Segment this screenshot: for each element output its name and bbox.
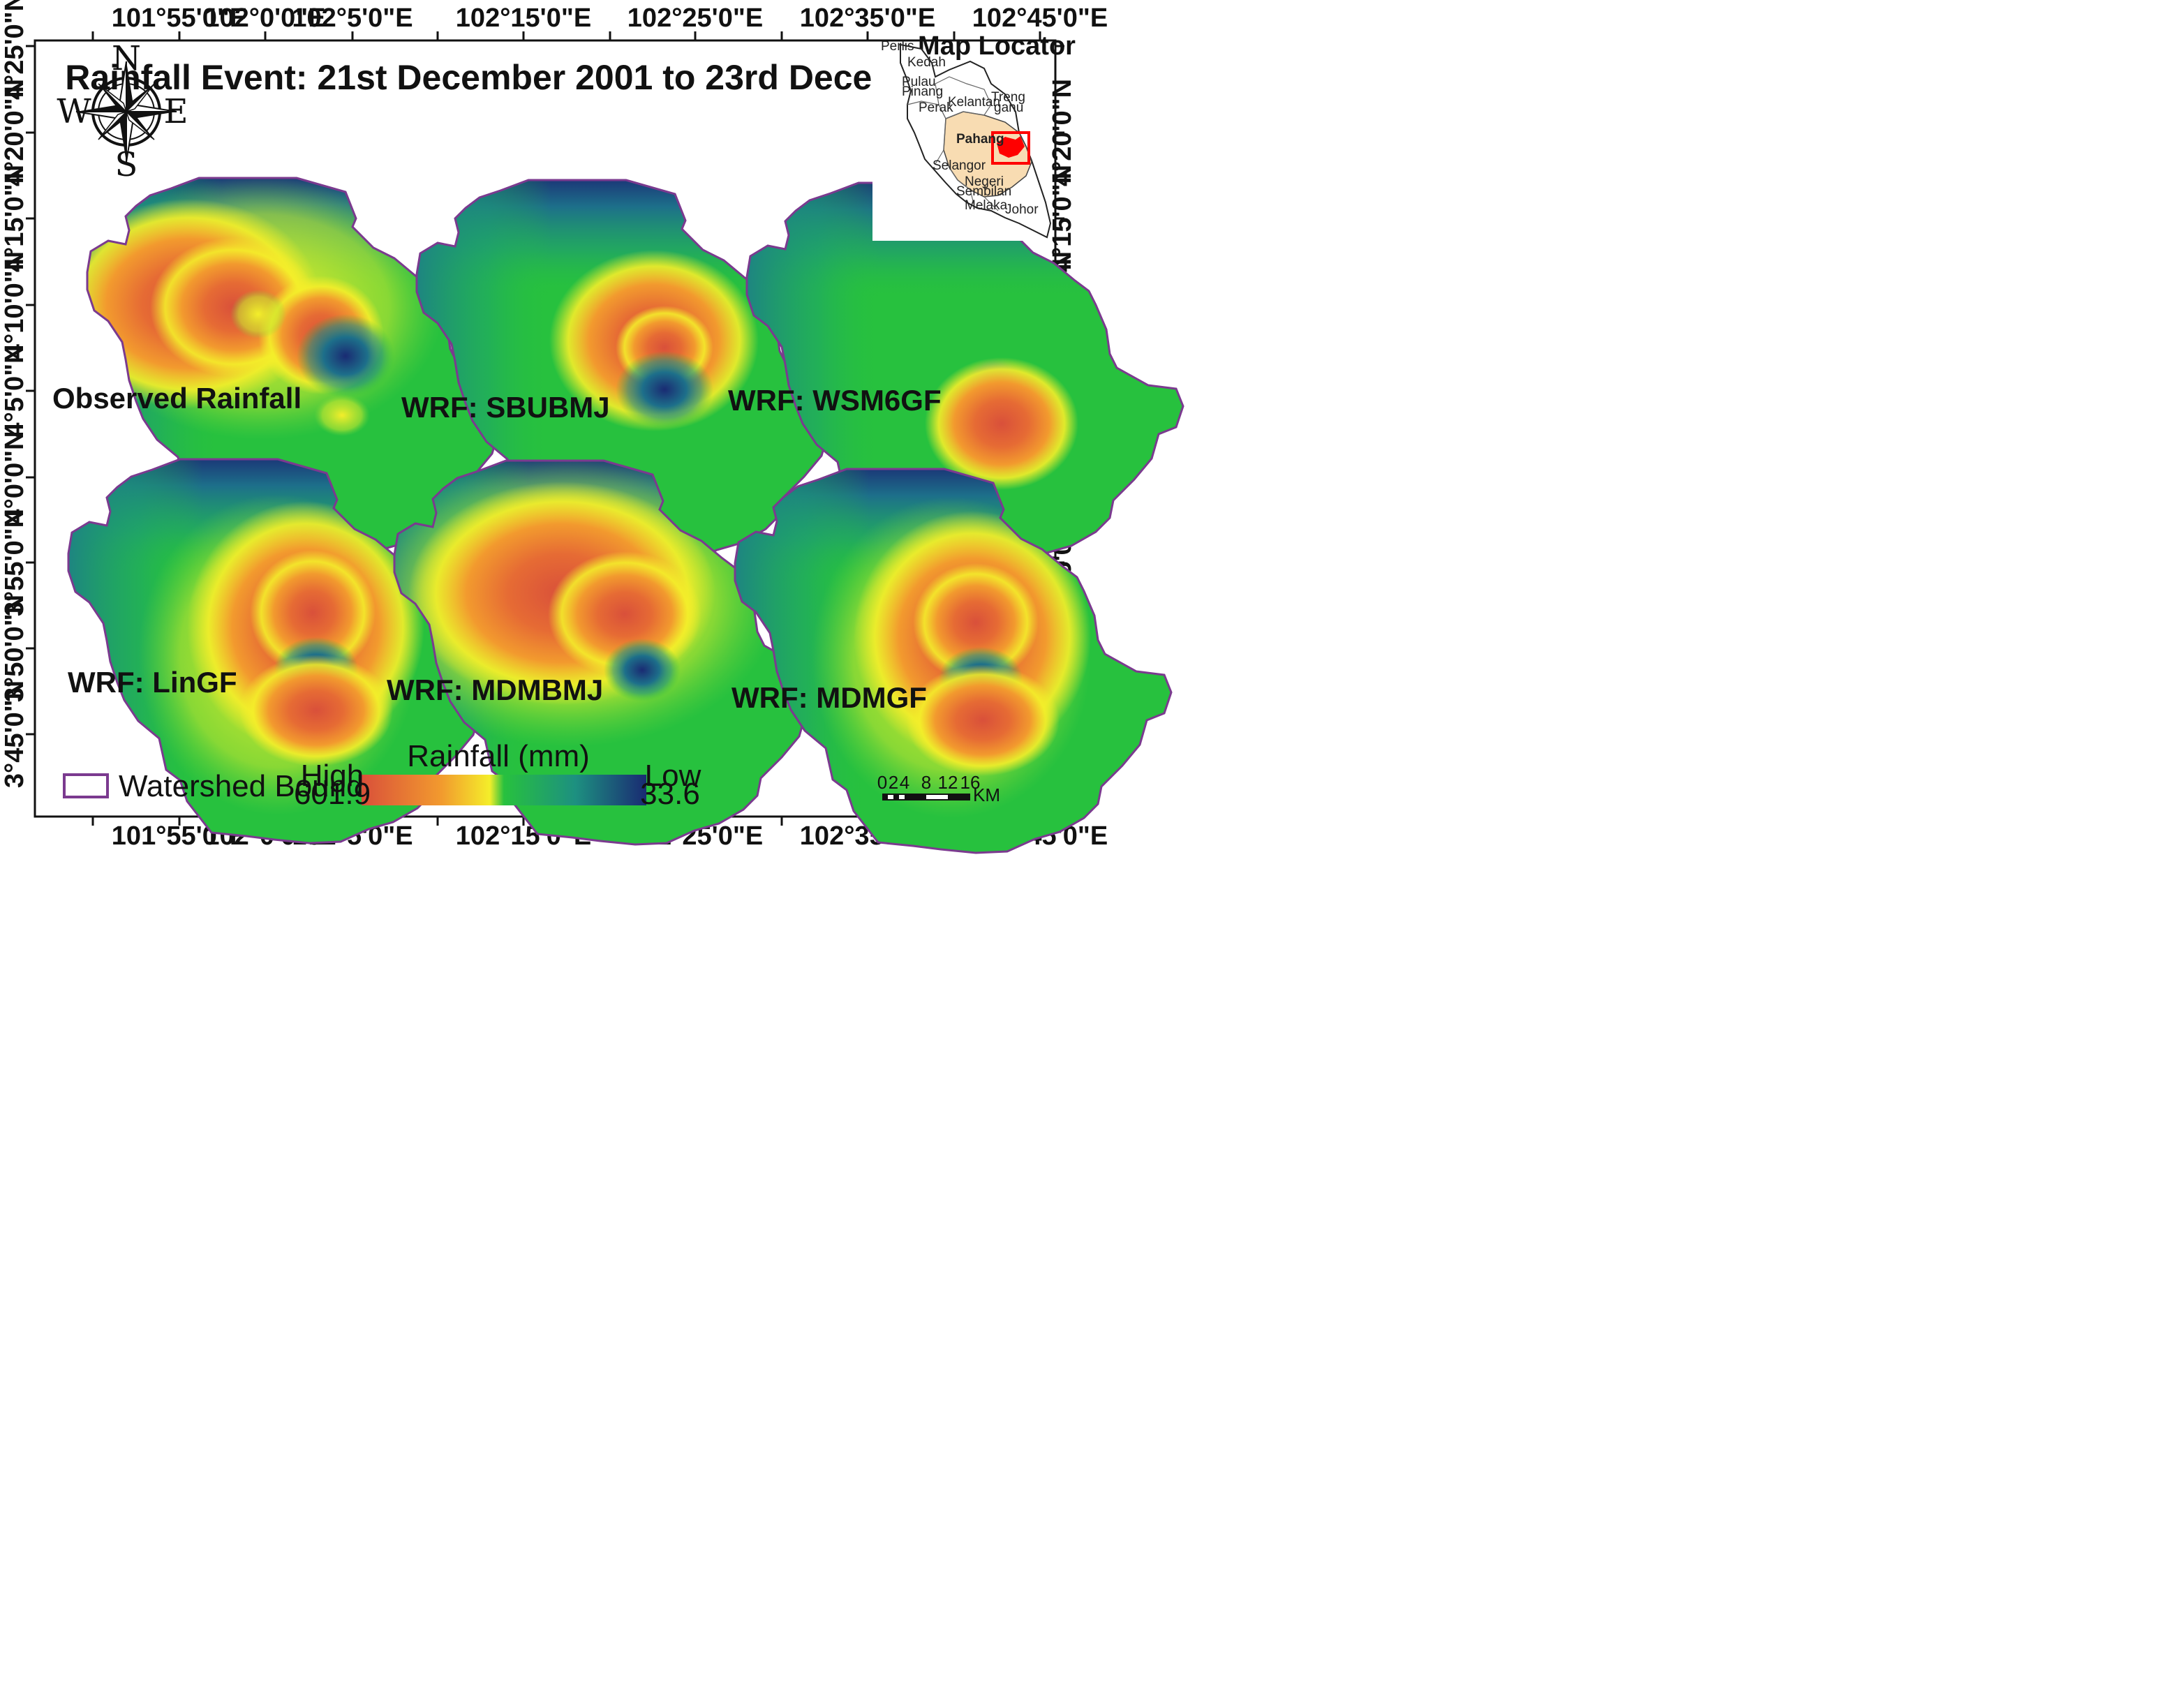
watershed-boundary-swatch [63, 773, 109, 798]
locator-state-label: Treng [991, 90, 1025, 105]
locator-state-label: Sembilan [956, 184, 1011, 199]
compass-east-label: E [163, 92, 188, 131]
locator-state-label: Negeri [965, 174, 1004, 189]
latitude-tick-label: 4°20'0"N [0, 79, 29, 186]
colorbar-title: Rainfall (mm) [407, 739, 590, 773]
locator-state-label: Pulau [902, 75, 936, 89]
locator-state-label: Melaka [965, 198, 1008, 213]
latitude-tick-label: 3°45'0"N [0, 680, 29, 788]
compass-north-label: N [112, 39, 141, 78]
locator-state-label: Perlis [881, 39, 914, 54]
panel-label: Observed Rainfall [52, 382, 302, 415]
rainfall-map-panel [734, 468, 1173, 854]
scale-bar-tick-label: 0 [877, 772, 887, 793]
scale-bar-tick-label: 16 [960, 772, 981, 793]
latitude-tick-label: 3°55'0"N [0, 509, 29, 616]
rainfall-colorbar [362, 775, 646, 805]
locator-state-label: Johor [1005, 202, 1039, 217]
compass-west-label: W [57, 92, 91, 131]
latitude-tick-label: 4°20'0"N [1048, 79, 1077, 186]
locator-title: Map Locator [918, 31, 1076, 61]
latitude-tick-label: 3°50'0"N [0, 595, 29, 702]
colorbar-low-value: 33.6 [640, 777, 700, 811]
longitude-tick-label: 102°45'0"E [972, 3, 1108, 33]
panel-label: WRF: WSM6GF [728, 384, 942, 417]
locator-state-label: Kelantan [948, 95, 1000, 110]
scale-bar-tick-label: 12 [938, 772, 958, 793]
longitude-tick-label: 101°55'0"E [112, 3, 247, 33]
study-area-marker [997, 136, 1025, 158]
panel-label: WRF: LinGF [68, 666, 237, 699]
latitude-tick-label: 4°15'0"N [0, 165, 29, 272]
longitude-tick-label: 102°0'0"E [205, 3, 325, 33]
panel-label: WRF: SBUBMJ [401, 391, 610, 424]
latitude-tick-label: 4°25'0"N [0, 0, 29, 100]
panel-label: WRF: MDMBMJ [387, 673, 603, 706]
scale-bar-tick-label: 8 [921, 772, 931, 793]
colorbar-high-label: High [301, 759, 364, 793]
colorbar-low-label: Low [645, 759, 701, 793]
longitude-tick-label: 102°5'0"E [292, 3, 413, 33]
locator-state-label: Kedah [907, 55, 946, 70]
longitude-tick-label: 102°35'0"E [800, 3, 935, 33]
panel-label: WRF: MDMGF [731, 681, 927, 714]
latitude-tick-label: 4°0'0"N [0, 431, 29, 523]
locator-state-label: Pinang [902, 84, 943, 99]
latitude-tick-label: 4°15'0"N [1048, 165, 1077, 272]
longitude-tick-label: 102°15'0"E [456, 3, 591, 33]
left-latitude-axis: 4°25'0"N4°20'0"N4°15'0"N4°10'0"N4°5'0"N4… [0, 0, 29, 788]
locator-state-label: Perak [919, 100, 953, 115]
locator-state-label: ganu [994, 100, 1023, 115]
study-area-highlight-box [991, 131, 1030, 165]
scale-bar-unit: KM [973, 784, 1000, 805]
compass-south-label: S [115, 145, 138, 184]
longitude-tick-label: 102°25'0"E [627, 3, 763, 33]
scale-bar-tick-label: 2 [889, 772, 898, 793]
locator-state-label: Selangor [933, 158, 986, 173]
locator-state-label: Pahang [956, 132, 1004, 147]
watershed-boundary-label: Watershed Boundary [119, 769, 406, 803]
latitude-tick-label: 4°10'0"N [0, 251, 29, 359]
north-arrow-icon [75, 61, 177, 163]
latitude-tick-label: 4°5'0"N [0, 344, 29, 437]
colorbar-high-value: 601.9 [294, 777, 371, 811]
scale-bar-tick-label: 4 [900, 772, 909, 793]
